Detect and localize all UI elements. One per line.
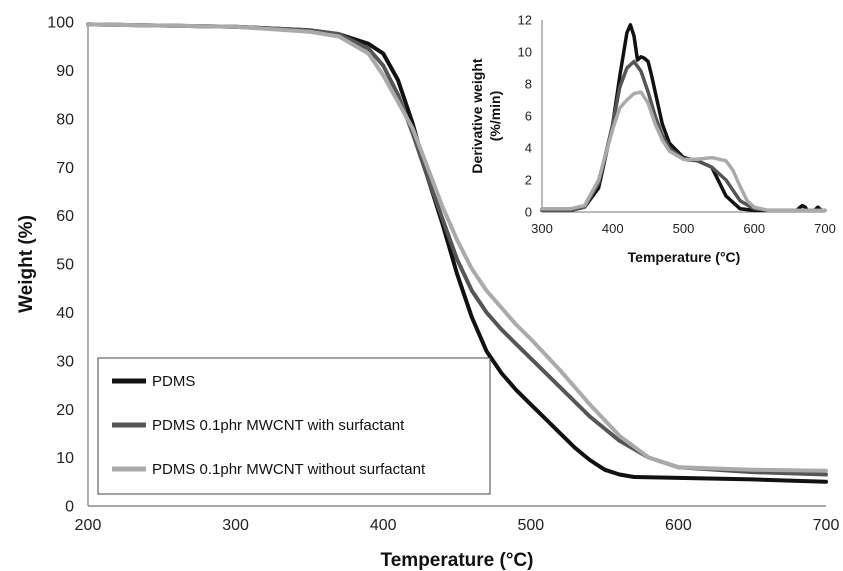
inset-x-tick-700: 700: [814, 221, 836, 236]
main-series-group: [86, 22, 828, 484]
inset-chart: 0 2 4 6 8 10 12 300 400 500 600 700 Temperature (°…: [469, 8, 836, 278]
main-y-tick-40: 40: [56, 305, 74, 322]
main-series-line-0: [86, 22, 828, 484]
main-y-tick-60: 60: [56, 208, 74, 225]
main-y-axis-title: Weight (%): [16, 215, 37, 313]
inset-x-tick-300: 300: [531, 221, 553, 236]
inset-x-axis-title: Temperature (°C): [628, 249, 741, 265]
main-y-tick-80: 80: [56, 111, 74, 128]
main-x-axis-title: Temperature (°C): [381, 550, 534, 571]
inset-y-tick-8: 8: [525, 77, 532, 92]
main-y-tick-10: 10: [56, 450, 74, 467]
inset-y-tick-10: 10: [518, 45, 532, 60]
main-x-tick-600: 600: [665, 517, 692, 534]
inset-y-tick-labels: 0 2 4 6 8 10 12: [518, 13, 532, 220]
inset-y-axis-title-line2: (%/min): [487, 91, 503, 142]
main-y-tick-0: 0: [65, 499, 74, 516]
main-series-line-2: [86, 22, 828, 473]
main-x-tick-labels: 200 300 400 500 600 700: [75, 517, 840, 534]
inset-y-tick-6: 6: [525, 109, 532, 124]
inset-series-line-2: [540, 90, 827, 213]
inset-y-axis-title-line1: Derivative weight: [469, 58, 485, 173]
inset-y-tick-4: 4: [525, 141, 532, 156]
legend-label-with-surfactant: PDMS 0.1phr MWCNT with surfactant: [152, 417, 405, 434]
main-series-line-1: [86, 22, 828, 477]
main-x-tick-500: 500: [517, 517, 544, 534]
legend-label-pdms: PDMS: [152, 373, 195, 390]
legend-box: [97, 357, 491, 495]
inset-x-tick-400: 400: [602, 221, 624, 236]
main-y-tick-labels: 0 10 20 30 40 50 60 70 80 90 100: [47, 15, 74, 516]
main-x-tick-300: 300: [222, 517, 249, 534]
inset-y-tick-0: 0: [525, 205, 532, 220]
inset-x-tick-600: 600: [743, 221, 765, 236]
main-y-tick-70: 70: [56, 160, 74, 177]
inset-x-tick-500: 500: [673, 221, 695, 236]
legend-label-without-surfactant: PDMS 0.1phr MWCNT without surfactant: [152, 461, 426, 478]
main-axes: [87, 22, 826, 507]
inset-series-line-0: [540, 23, 827, 213]
main-x-tick-200: 200: [75, 517, 102, 534]
main-x-tick-400: 400: [370, 517, 397, 534]
inset-y-tick-2: 2: [525, 173, 532, 188]
legend: PDMS PDMS 0.1phr MWCNT with surfactant P…: [97, 357, 491, 495]
main-y-tick-30: 30: [56, 353, 74, 370]
inset-y-tick-12: 12: [518, 13, 532, 28]
main-y-tick-90: 90: [56, 63, 74, 80]
inset-series-group: [540, 23, 827, 213]
main-y-tick-20: 20: [56, 402, 74, 419]
main-x-tick-700: 700: [813, 517, 840, 534]
main-y-tick-100: 100: [47, 15, 74, 32]
main-y-tick-50: 50: [56, 257, 74, 274]
inset-x-tick-labels: 300 400 500 600 700: [531, 221, 836, 236]
